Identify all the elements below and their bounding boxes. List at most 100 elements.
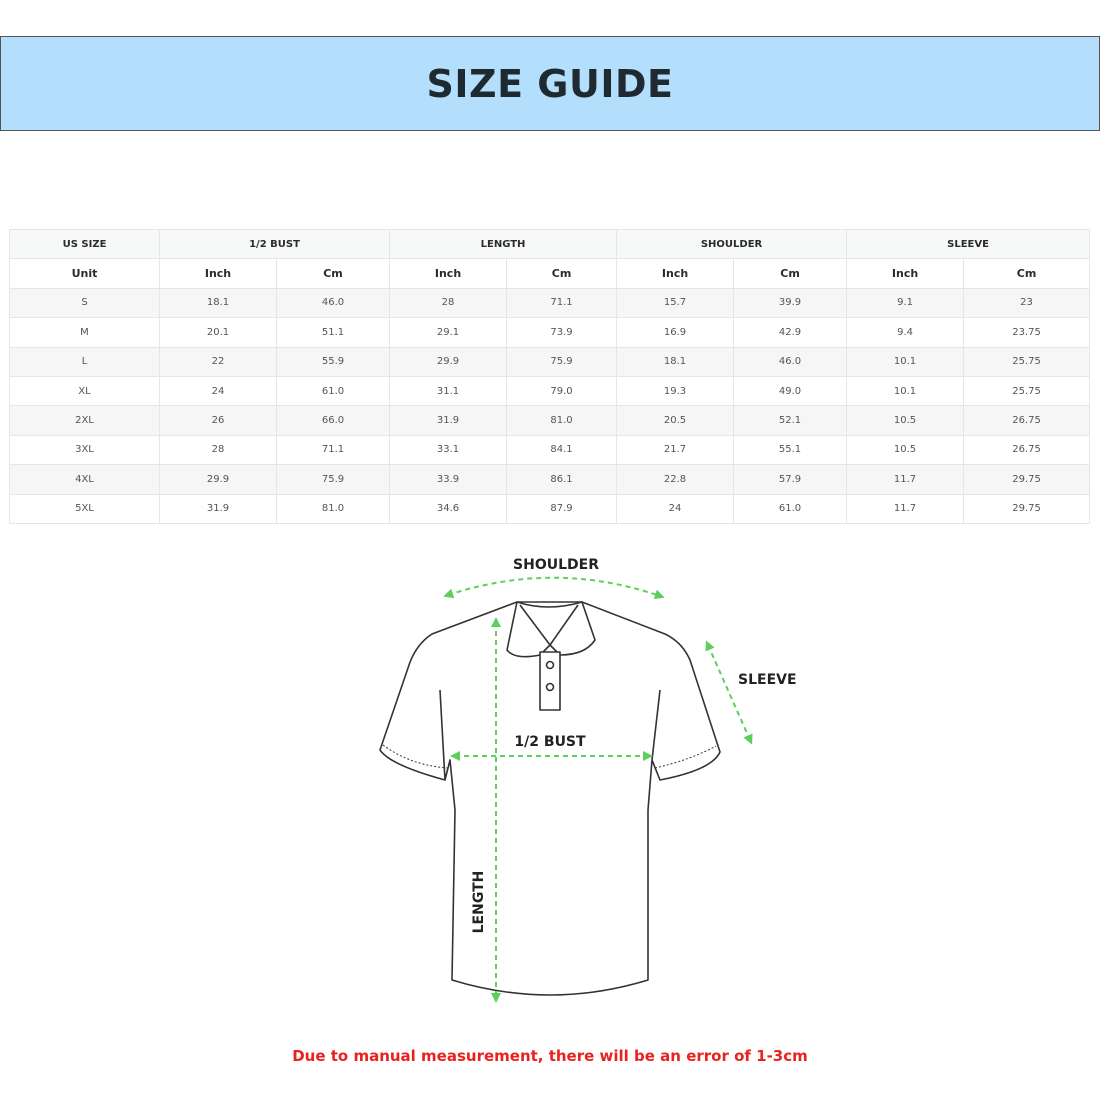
value-cell: 21.7 — [616, 434, 735, 466]
value-cell: 23 — [963, 287, 1091, 319]
value-cell: 18.1 — [159, 287, 277, 319]
unit-header: Inch — [159, 258, 277, 289]
value-cell: 81.0 — [506, 405, 618, 436]
table-row: L 22 55.9 29.9 75.9 18.1 46.0 10.1 25.75 — [9, 346, 1091, 377]
sleeve-arrow — [705, 640, 753, 745]
shoulder-label: SHOULDER — [513, 557, 599, 573]
value-cell: 23.75 — [963, 317, 1091, 348]
sleeve-label: SLEEVE — [738, 672, 797, 688]
value-cell: 84.1 — [506, 434, 618, 466]
value-cell: 29.9 — [389, 346, 508, 377]
value-cell: 10.1 — [846, 346, 965, 377]
value-cell: 10.1 — [846, 375, 965, 407]
value-cell: 20.1 — [159, 317, 277, 348]
table-row: 3XL 28 71.1 33.1 84.1 21.7 55.1 10.5 26.75 — [9, 434, 1091, 466]
shirt-diagram: SHOULDER SLEEVE 1/2 BUST LENGTH — [379, 557, 797, 1003]
value-cell: 61.0 — [275, 375, 391, 407]
value-cell: 16.9 — [616, 317, 735, 348]
value-cell: 25.75 — [963, 346, 1091, 377]
value-cell: 46.0 — [733, 346, 848, 377]
group-header: SLEEVE — [846, 228, 1091, 260]
group-header: LENGTH — [389, 228, 618, 260]
group-header: 1/2 BUST — [158, 228, 391, 260]
value-cell: 9.1 — [846, 287, 965, 319]
measure-arrows — [443, 576, 753, 1003]
size-cell: M — [9, 317, 160, 348]
unit-header: Cm — [506, 258, 618, 289]
value-cell: 9.4 — [846, 317, 965, 348]
value-cell: 28 — [159, 434, 277, 466]
value-cell: 71.1 — [275, 434, 391, 466]
value-cell: 26.75 — [963, 434, 1091, 466]
value-cell: 71.1 — [506, 287, 618, 319]
value-cell: 31.9 — [159, 493, 277, 524]
value-cell: 79.0 — [506, 375, 618, 407]
group-header: US SIZE — [9, 228, 160, 260]
shoulder-arrow — [443, 576, 665, 600]
value-cell: 24 — [159, 375, 277, 407]
value-cell: 55.9 — [275, 346, 391, 377]
value-cell: 61.0 — [733, 493, 848, 524]
value-cell: 26 — [159, 405, 277, 436]
value-cell: 25.75 — [963, 375, 1091, 407]
value-cell: 55.1 — [733, 434, 848, 466]
value-cell: 31.1 — [389, 375, 508, 407]
value-cell: 18.1 — [616, 346, 735, 377]
value-cell: 29.75 — [963, 464, 1091, 495]
value-cell: 20.5 — [616, 405, 735, 436]
value-cell: 15.7 — [616, 287, 735, 319]
value-cell: 11.7 — [846, 493, 965, 524]
value-cell: 42.9 — [733, 317, 848, 348]
unit-header: Inch — [389, 258, 508, 289]
table-row: S 18.1 46.0 28 71.1 15.7 39.9 9.1 23 — [9, 287, 1091, 319]
value-cell: 29.75 — [963, 493, 1091, 524]
unit-header: Inch — [616, 258, 735, 289]
size-cell: 3XL — [9, 434, 160, 466]
value-cell: 29.1 — [389, 317, 508, 348]
value-cell: 26.75 — [963, 405, 1091, 436]
size-cell: L — [9, 346, 160, 377]
table-row: 4XL 29.9 75.9 33.9 86.1 22.8 57.9 11.7 29.75 — [9, 464, 1091, 495]
value-cell: 10.5 — [846, 405, 965, 436]
size-cell: 5XL — [9, 493, 160, 524]
value-cell: 10.5 — [846, 434, 965, 466]
unit-header-row: Unit Inch Cm Inch Cm Inch Cm Inch Cm — [9, 258, 1091, 289]
value-cell: 46.0 — [275, 287, 391, 319]
size-cell: XL — [9, 375, 160, 407]
size-cell: S — [9, 287, 160, 319]
group-header-row: US SIZE 1/2 BUST LENGTH SHOULDER SLEEVE — [9, 228, 1091, 260]
unit-header: Cm — [275, 258, 391, 289]
length-label: LENGTH — [471, 871, 487, 934]
bust-label: 1/2 BUST — [514, 734, 586, 750]
page-title: SIZE GUIDE — [426, 61, 674, 106]
value-cell: 34.6 — [389, 493, 508, 524]
value-cell: 66.0 — [275, 405, 391, 436]
value-cell: 33.1 — [389, 434, 508, 466]
measurement-note: Due to manual measurement, there will be… — [292, 1047, 808, 1065]
title-banner: SIZE GUIDE — [0, 36, 1100, 131]
size-cell: 4XL — [9, 464, 160, 495]
table-row: XL 24 61.0 31.1 79.0 19.3 49.0 10.1 25.75 — [9, 375, 1091, 407]
shirt-outline — [379, 601, 721, 996]
value-cell: 51.1 — [275, 317, 391, 348]
value-cell: 28 — [389, 287, 508, 319]
table-row: M 20.1 51.1 29.1 73.9 16.9 42.9 9.4 23.75 — [9, 317, 1091, 348]
unit-header: Inch — [846, 258, 965, 289]
value-cell: 75.9 — [275, 464, 391, 495]
value-cell: 31.9 — [389, 405, 508, 436]
value-cell: 24 — [616, 493, 735, 524]
value-cell: 22.8 — [616, 464, 735, 495]
value-cell: 81.0 — [275, 493, 391, 524]
value-cell: 22 — [159, 346, 277, 377]
group-header: SHOULDER — [616, 228, 848, 260]
table-row: 2XL 26 66.0 31.9 81.0 20.5 52.1 10.5 26.75 — [9, 405, 1091, 436]
value-cell: 75.9 — [506, 346, 618, 377]
value-cell: 73.9 — [506, 317, 618, 348]
table-row: 5XL 31.9 81.0 34.6 87.9 24 61.0 11.7 29.75 — [9, 493, 1091, 524]
value-cell: 33.9 — [389, 464, 508, 495]
value-cell: 57.9 — [733, 464, 848, 495]
value-cell: 29.9 — [159, 464, 277, 495]
unit-header: Cm — [733, 258, 848, 289]
value-cell: 19.3 — [616, 375, 735, 407]
value-cell: 49.0 — [733, 375, 848, 407]
